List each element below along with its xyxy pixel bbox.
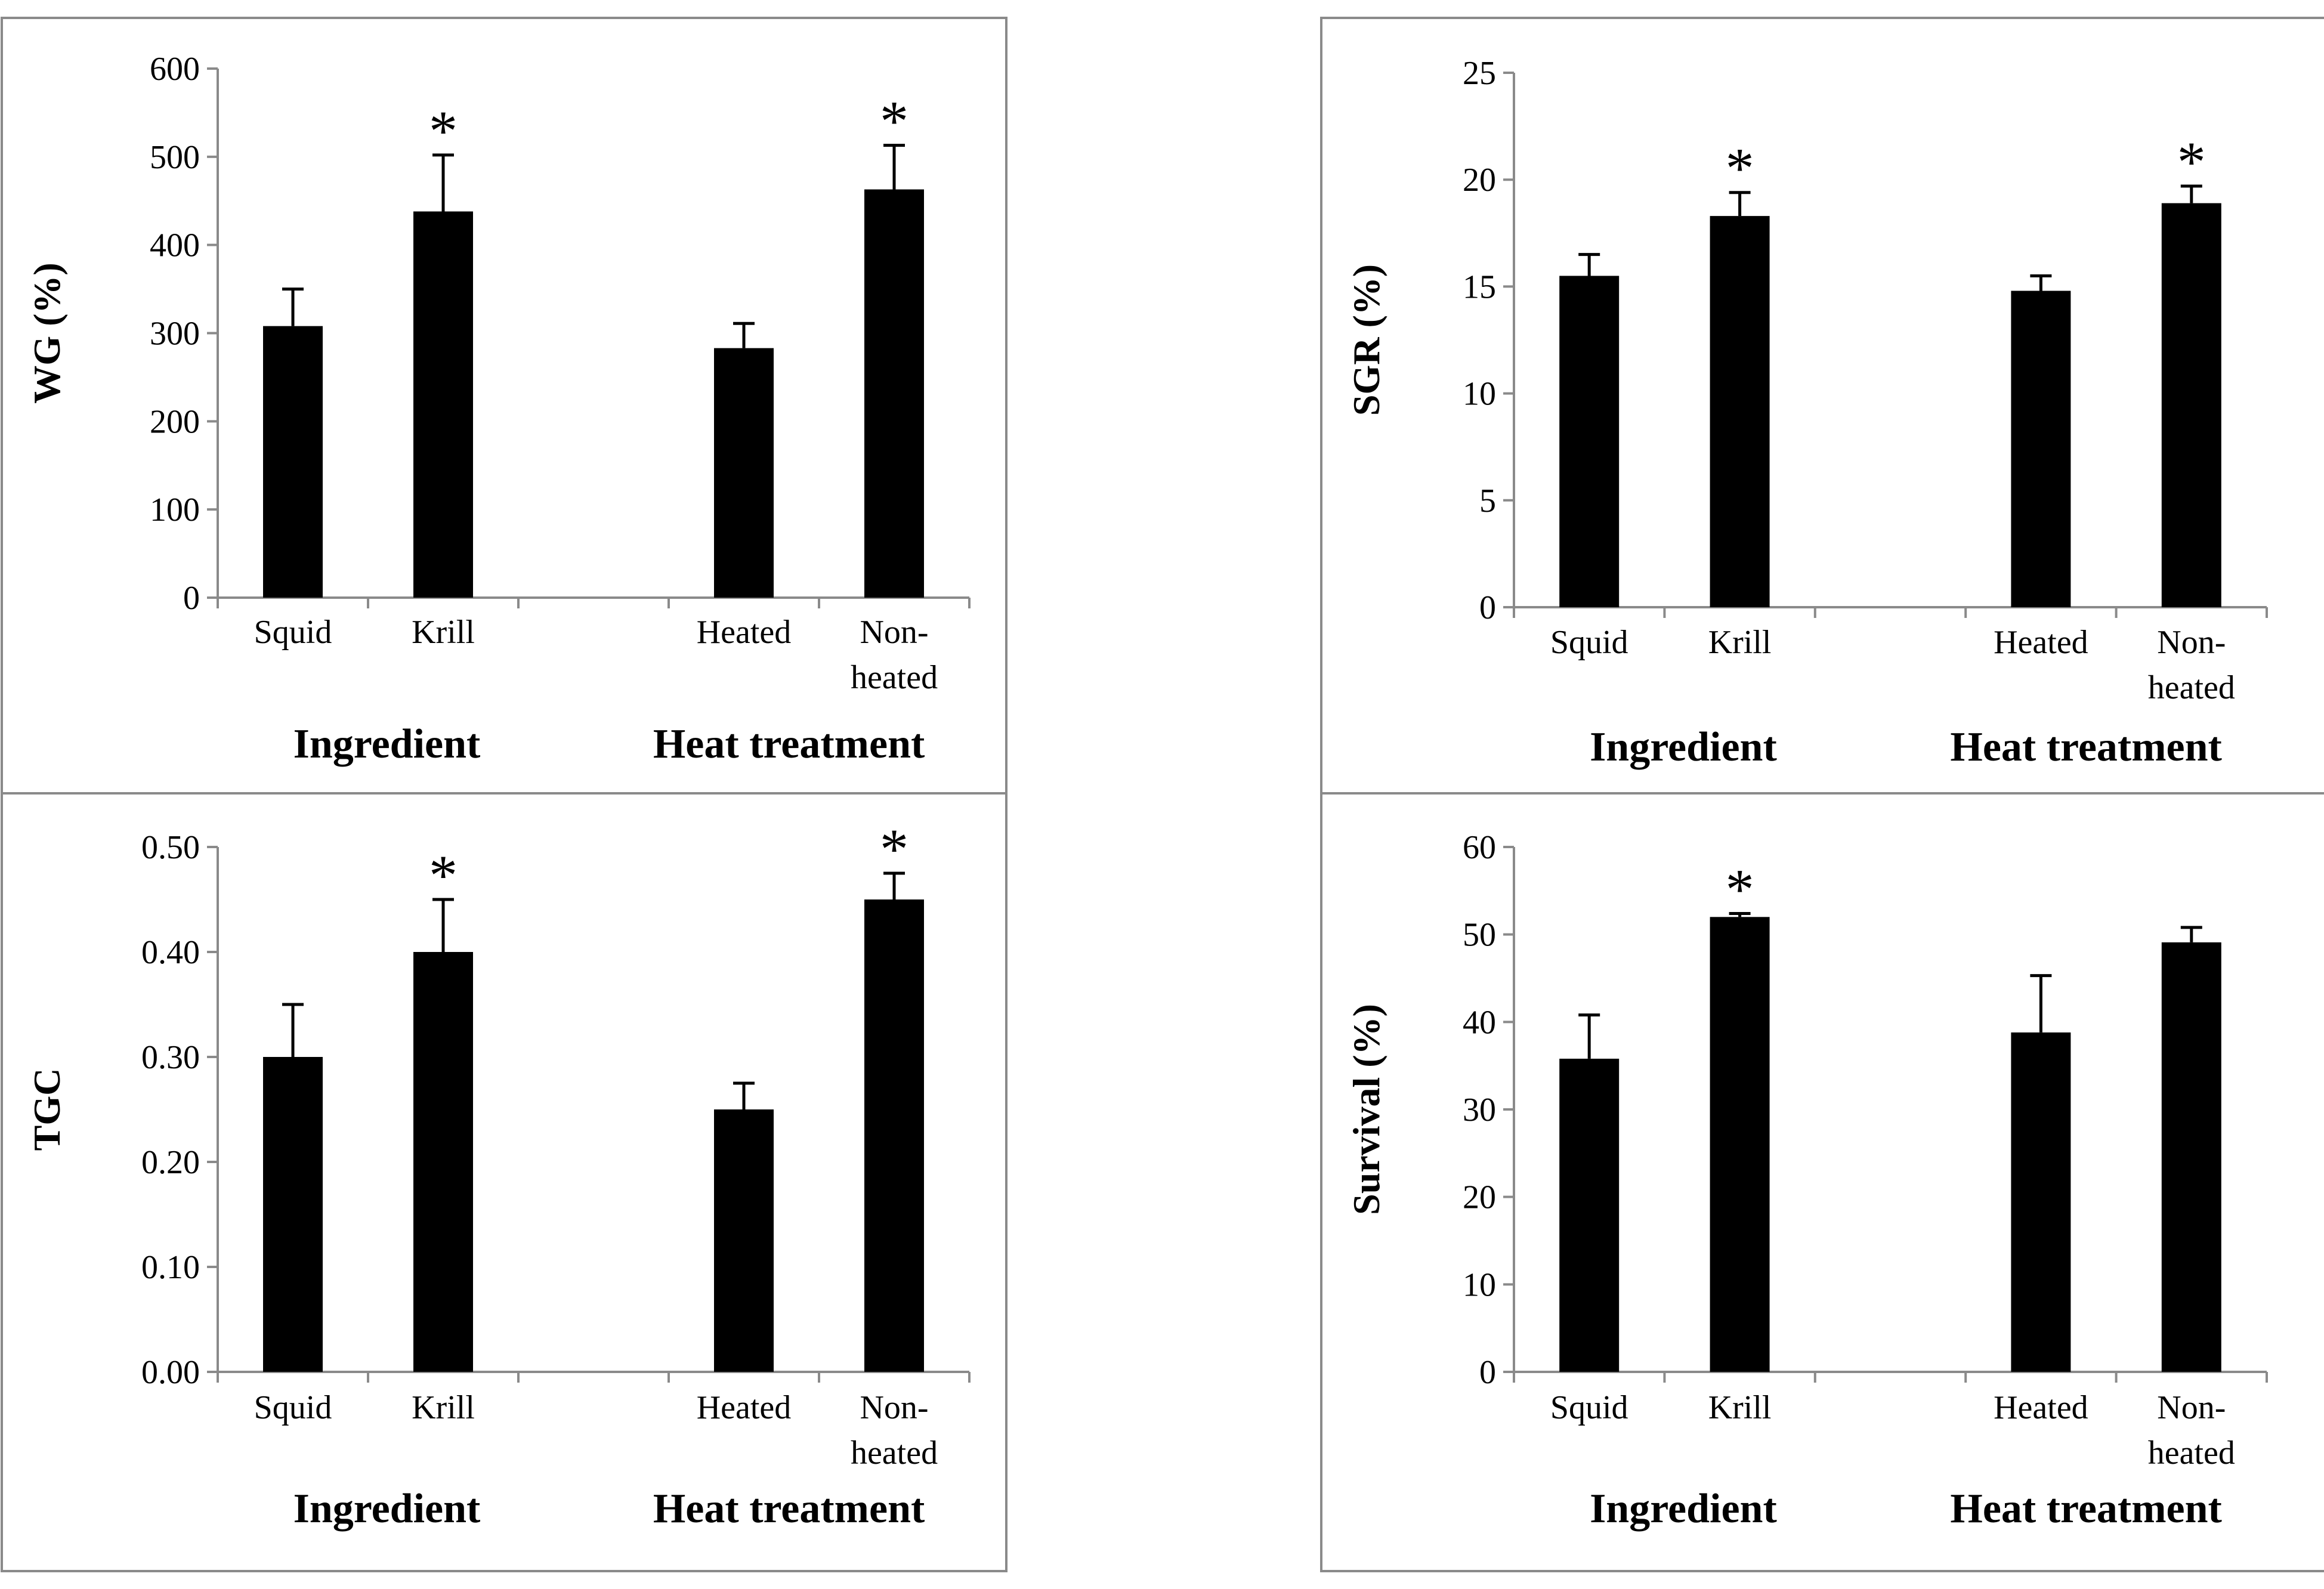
group-label: Ingredient	[293, 721, 481, 767]
y-tick-label: 0.50	[141, 829, 200, 866]
group-label: Ingredient	[293, 1486, 481, 1532]
category-label: Squid	[1550, 1389, 1628, 1426]
bar	[413, 211, 473, 598]
category-label: Krill	[412, 1389, 475, 1426]
bar	[263, 1057, 323, 1372]
category-label: Non-heated	[2148, 624, 2235, 706]
chart-panel-4: 0 10 20 30 40 50 60 Survival (%) Squid * Krill Heat…	[1320, 792, 2324, 1572]
bar	[2161, 203, 2221, 607]
y-tick-label: 300	[150, 316, 200, 353]
chart-panel-1: 0 100 200 300 400 500 600 WG (%) Squid * Krill Heat…	[1, 17, 1008, 794]
y-tick-label: 40	[1463, 1004, 1496, 1041]
category-label: Heated	[697, 614, 792, 651]
y-tick-label: 0	[1479, 1354, 1496, 1391]
y-tick-label: 10	[1463, 1266, 1496, 1303]
significance-star: *	[1726, 137, 1754, 200]
bar	[263, 326, 323, 598]
category-label: Krill	[412, 614, 475, 651]
y-axis-label: WG (%)	[26, 262, 68, 403]
panel-frame	[1, 792, 1008, 1572]
category-label: Squid	[254, 614, 332, 651]
group-label: Ingredient	[1590, 724, 1777, 770]
y-tick-label: 15	[1463, 268, 1496, 305]
y-tick-label: 20	[1463, 1179, 1496, 1216]
group-label: Ingredient	[1590, 1486, 1777, 1532]
y-tick-label: 600	[150, 51, 200, 88]
y-axis-label: TGC	[26, 1068, 68, 1151]
bar	[864, 189, 924, 598]
bar	[1559, 276, 1620, 608]
y-tick-label: 0.20	[141, 1144, 200, 1181]
bar	[864, 899, 924, 1372]
bar	[413, 952, 473, 1372]
significance-star: *	[880, 817, 908, 881]
panel-frame	[1320, 792, 2324, 1572]
y-tick-label: 0.10	[141, 1249, 200, 1286]
category-label: Squid	[254, 1389, 332, 1426]
chart-panel-3: 0.00 0.10 0.20 0.30 0.40 0.50 TGC Squid * Krill He…	[1, 792, 1008, 1572]
chart-panel-2: 0 5 10 15 20 25 SGR (%) Squid * Krill Heated * Non-h…	[1320, 17, 2324, 794]
group-label: Heat treatment	[1950, 724, 2221, 770]
category-label: Krill	[1708, 624, 1772, 661]
bar	[714, 1109, 774, 1372]
bar	[1559, 1058, 1620, 1372]
bar	[714, 348, 774, 598]
significance-star: *	[429, 99, 458, 163]
category-label: Squid	[1550, 624, 1628, 661]
y-tick-label: 0.40	[141, 934, 200, 971]
y-tick-label: 500	[150, 139, 200, 176]
category-label: Heated	[697, 1389, 792, 1426]
group-label: Heat treatment	[653, 721, 925, 767]
y-tick-label: 25	[1463, 55, 1496, 92]
significance-star: *	[880, 89, 908, 153]
bar	[2011, 290, 2071, 607]
y-tick-label: 5	[1479, 483, 1496, 520]
y-tick-label: 60	[1463, 829, 1496, 866]
bar	[1710, 216, 1770, 607]
y-tick-label: 0	[183, 580, 200, 617]
y-tick-label: 10	[1463, 376, 1496, 413]
category-label: Heated	[1994, 624, 2088, 661]
y-tick-label: 0.30	[141, 1039, 200, 1076]
group-label: Heat treatment	[653, 1486, 925, 1532]
y-tick-label: 0	[1479, 589, 1496, 626]
y-tick-label: 400	[150, 227, 200, 264]
bar	[1710, 917, 1770, 1372]
y-tick-label: 50	[1463, 917, 1496, 954]
y-axis-label: SGR (%)	[1345, 264, 1387, 416]
category-label: Non-heated	[2148, 1389, 2235, 1471]
y-tick-label: 30	[1463, 1092, 1496, 1129]
significance-star: *	[429, 843, 458, 907]
y-tick-label: 200	[150, 403, 200, 440]
significance-star: *	[2177, 130, 2206, 194]
y-tick-label: 0.00	[141, 1354, 200, 1391]
significance-star: *	[1726, 857, 1754, 921]
y-tick-label: 20	[1463, 162, 1496, 199]
category-label: Non-heated	[851, 1389, 938, 1471]
bar	[2011, 1032, 2071, 1372]
group-label: Heat treatment	[1950, 1486, 2221, 1532]
bar	[2161, 942, 2221, 1372]
category-label: Non-heated	[851, 614, 938, 696]
category-label: Heated	[1994, 1389, 2088, 1426]
y-axis-label: Survival (%)	[1345, 1004, 1387, 1215]
category-label: Krill	[1708, 1389, 1772, 1426]
y-tick-label: 100	[150, 491, 200, 528]
